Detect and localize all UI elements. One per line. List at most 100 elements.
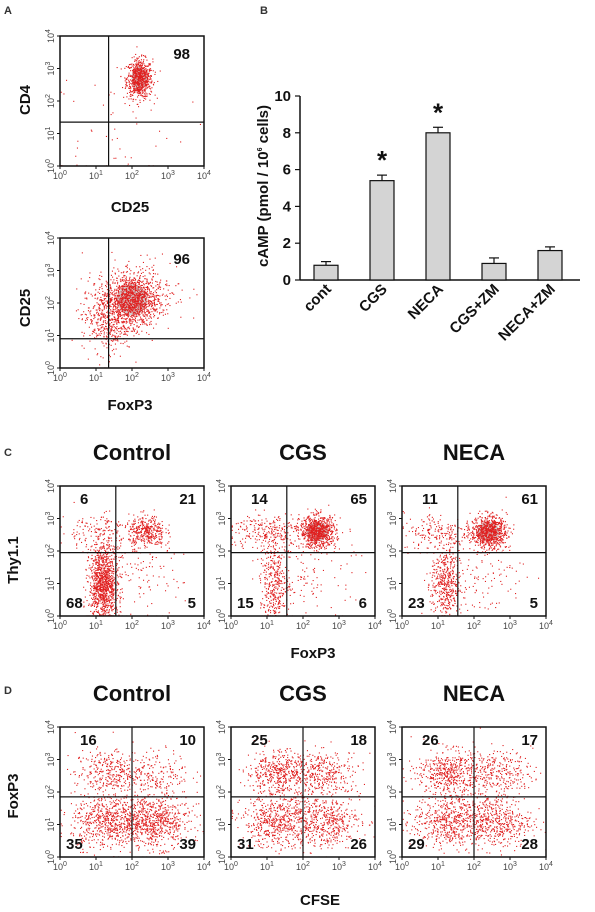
panel-letter-b: B (260, 5, 268, 17)
quadrant-lr-value: 5 (530, 595, 538, 612)
x-tick-label: 104 (368, 620, 382, 631)
y-tick-label: 102 (45, 94, 56, 108)
x-tick-label: 101 (431, 620, 445, 631)
quadrant-ur-value: 65 (350, 491, 367, 508)
y-tick-label: 4 (283, 198, 292, 215)
y-tick-label: 103 (216, 511, 227, 525)
x-tick-label: 104 (368, 861, 382, 872)
dot-cloud (402, 496, 540, 617)
bar (425, 132, 451, 281)
panel-letter-c: C (4, 447, 12, 459)
y-tick-label: 100 (45, 361, 56, 375)
y-tick-label: 104 (45, 479, 56, 493)
quadrant-ul-value: 6 (80, 491, 88, 508)
y-tick-label: 101 (387, 817, 398, 831)
quadrant-ur-value: 96 (173, 251, 190, 268)
x-tick-label: 102 (125, 170, 139, 181)
camp-bar-chart: cAMP (pmol / 106 cells) 0 2 4 6 8 10 cont * CGS *… (255, 88, 580, 344)
y-tick-label: 0 (283, 272, 291, 289)
x-tick-label: 104 (197, 170, 211, 181)
y-tick-label: 102 (216, 544, 227, 558)
quadrant-ll-value: 68 (66, 595, 83, 612)
category-label: cont (300, 281, 334, 315)
x-tick-label: 102 (125, 620, 139, 631)
y-tick-label: 103 (45, 61, 56, 75)
x-tick-label: 102 (467, 620, 481, 631)
dot-cloud (231, 504, 367, 617)
x-tick-label: 102 (125, 861, 139, 872)
y-tick-label: 100 (45, 609, 56, 623)
y-tick-label: 2 (283, 235, 291, 252)
y-tick-label: 100 (45, 159, 56, 173)
quadrant-lr-value: 5 (188, 595, 196, 612)
y-axis-title: CD25 (17, 289, 34, 327)
x-tick-label: 103 (161, 170, 175, 181)
quadrant-ul-value: 14 (251, 491, 268, 508)
quadrant-ll-value: 15 (237, 595, 254, 612)
y-tick-label: 102 (45, 544, 56, 558)
x-tick-label: 100 (224, 861, 238, 872)
x-tick-label: 101 (89, 620, 103, 631)
group-title: Control (93, 440, 171, 465)
group-title: CGS (279, 681, 327, 706)
y-axis-title: Thy1.1 (5, 536, 22, 584)
y-tick-label: 101 (45, 817, 56, 831)
category-label: NECA+ZM (495, 281, 559, 345)
group-title: Control (93, 681, 171, 706)
y-tick-label: 6 (283, 162, 291, 179)
y-tick-label: 104 (216, 720, 227, 734)
panel-letter-d: D (4, 685, 12, 697)
y-tick-label: 104 (45, 720, 56, 734)
x-tick-label: 102 (125, 372, 139, 383)
x-tick-label: 101 (260, 861, 274, 872)
bar (537, 249, 563, 281)
category-label: CGS (356, 281, 391, 316)
x-tick-label: 103 (503, 861, 517, 872)
y-tick-label: 8 (283, 125, 291, 142)
y-tick-label: 104 (387, 720, 398, 734)
y-tick-label: 101 (45, 126, 56, 140)
panel-letter-a: A (4, 5, 12, 17)
group-title: NECA (443, 681, 505, 706)
y-tick-label: 101 (216, 576, 227, 590)
x-tick-label: 104 (197, 372, 211, 383)
y-tick-label: 102 (45, 296, 56, 310)
quadrant-ur-value: 98 (173, 46, 190, 63)
x-tick-label: 104 (539, 861, 553, 872)
quadrant-ll-value: 35 (66, 836, 83, 853)
x-tick-label: 101 (89, 372, 103, 383)
y-tick-label: 104 (45, 231, 56, 245)
y-tick-label: 100 (45, 850, 56, 864)
y-tick-label: 101 (45, 576, 56, 590)
quadrant-ul-value: 26 (422, 732, 439, 749)
x-tick-label: 102 (296, 861, 310, 872)
x-tick-label: 103 (503, 620, 517, 631)
x-tick-label: 104 (539, 620, 553, 631)
quadrant-lr-value: 28 (521, 836, 538, 853)
x-tick-label: 103 (161, 861, 175, 872)
y-tick-label: 100 (387, 850, 398, 864)
significance-marker: * (433, 97, 444, 127)
y-axis-title: cAMP (pmol / 106 cells) (255, 105, 272, 267)
y-tick-label: 103 (45, 511, 56, 525)
x-tick-label: 101 (431, 861, 445, 872)
quadrant-ur-value: 17 (521, 732, 538, 749)
x-tick-label: 100 (224, 620, 238, 631)
y-tick-label: 101 (387, 576, 398, 590)
x-axis-title: FoxP3 (290, 645, 335, 662)
y-tick-label: 103 (387, 511, 398, 525)
quadrant-ul-value: 11 (422, 491, 438, 508)
quadrant-ur-value: 18 (350, 732, 367, 749)
quadrant-ul-value: 25 (251, 732, 268, 749)
panel-d-foxp3-cfse: FoxP3 CFSE Control1001001011011021021031… (5, 681, 553, 909)
x-tick-label: 100 (53, 861, 67, 872)
quadrant-ur-value: 21 (179, 491, 196, 508)
bar (313, 264, 339, 281)
x-tick-label: 101 (89, 170, 103, 181)
